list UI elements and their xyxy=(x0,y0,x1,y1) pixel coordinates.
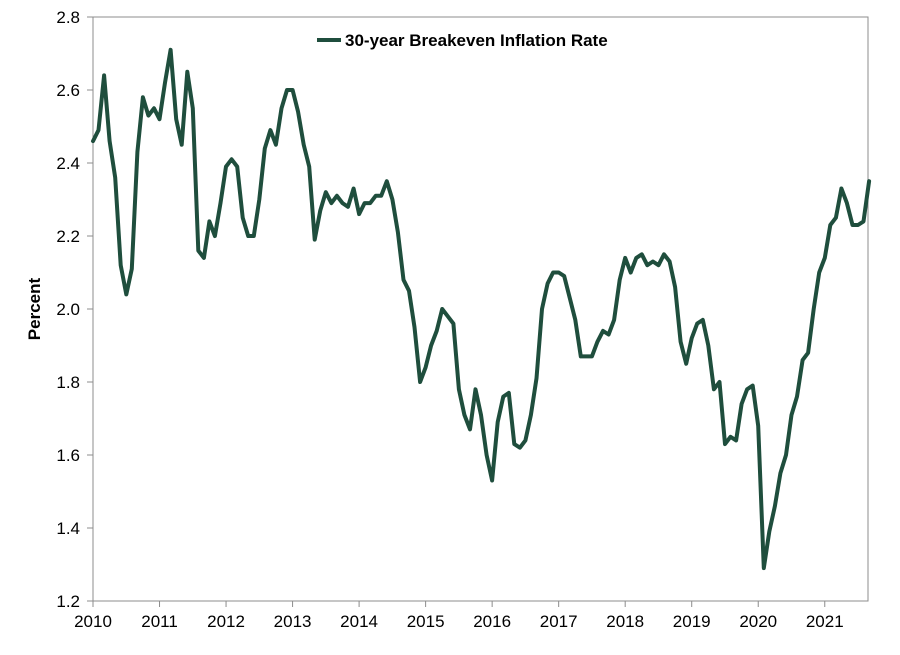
x-tick-label: 2013 xyxy=(274,612,312,631)
y-tick-label: 1.8 xyxy=(56,373,80,392)
plot-area-frame xyxy=(92,16,869,602)
x-tick-label: 2017 xyxy=(540,612,578,631)
y-axis: 1.2 1.4 1.6 1.8 2.0 2.2 2.4 2.6 2.8 xyxy=(56,8,93,611)
x-tick-label: 2011 xyxy=(141,612,178,631)
legend: 30-year Breakeven Inflation Rate xyxy=(317,31,608,50)
x-tick-label: 2018 xyxy=(606,612,644,631)
series-line-breakeven-inflation xyxy=(91,47,872,571)
y-tick-label: 2.0 xyxy=(56,300,80,319)
x-tick-label: 2019 xyxy=(673,612,711,631)
x-tick-label: 2015 xyxy=(407,612,445,631)
x-tick-label: 2021 xyxy=(806,612,844,631)
series-layer xyxy=(91,47,872,571)
x-tick-label: 2020 xyxy=(739,612,777,631)
y-tick-label: 2.6 xyxy=(56,81,80,100)
y-tick-label: 2.4 xyxy=(56,154,80,173)
y-tick-label: 2.8 xyxy=(56,8,80,27)
y-tick-label: 1.4 xyxy=(56,519,80,538)
x-axis: 2010 2011 2012 2013 2014 2015 2016 2017 2018 2019… xyxy=(74,601,844,631)
x-tick-label: 2016 xyxy=(473,612,511,631)
legend-label: 30-year Breakeven Inflation Rate xyxy=(345,31,608,50)
y-tick-label: 1.6 xyxy=(56,446,80,465)
y-tick-label: 2.2 xyxy=(56,227,80,246)
x-tick-label: 2012 xyxy=(207,612,245,631)
y-axis-title: Percent xyxy=(25,277,44,340)
x-tick-label: 2014 xyxy=(340,612,378,631)
x-tick-label: 2010 xyxy=(74,612,112,631)
y-tick-label: 1.2 xyxy=(56,592,80,611)
